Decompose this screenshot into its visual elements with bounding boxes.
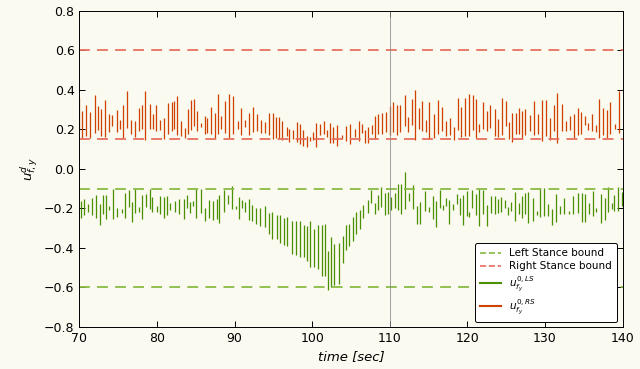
Legend: Left Stance bound, Right Stance bound, $u^{0,LS}_{f_y}$, $u^{0,RS}_{f_y}$: Left Stance bound, Right Stance bound, $… <box>475 243 618 322</box>
X-axis label: time [sec]: time [sec] <box>317 351 384 363</box>
Y-axis label: $u^{d}_{f,y}$: $u^{d}_{f,y}$ <box>19 157 40 181</box>
